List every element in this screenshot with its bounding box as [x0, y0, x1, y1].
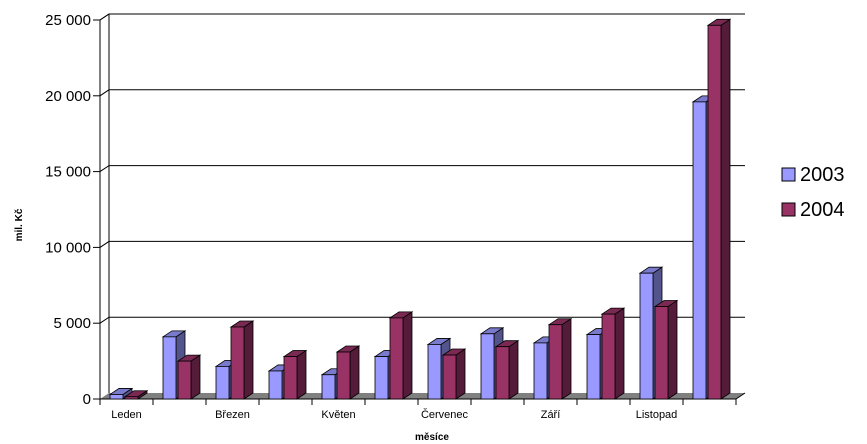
bar-front [495, 346, 510, 400]
bar-front [230, 326, 245, 400]
bar-front [374, 356, 389, 400]
bar-2004 [229, 320, 255, 400]
bar-front [533, 342, 548, 400]
bar-2004 [600, 307, 626, 400]
x-tick-labels: Leden Březen Květen Červenec Září Listopad [111, 408, 677, 421]
y-tick-label: 25 000 [45, 12, 91, 29]
bar-2004 [123, 389, 149, 400]
bar-2004 [335, 345, 361, 400]
legend-item-2003: 2003 [781, 164, 845, 186]
bar-2004 [494, 339, 520, 400]
bar-2004 [176, 354, 202, 400]
y-tick-labels: 0 5 000 10 000 15 000 20 000 25 000 [45, 12, 91, 408]
bar-front [639, 272, 654, 400]
x-tick-label: Září [541, 409, 561, 421]
bar-front [321, 374, 336, 400]
bar-front [389, 317, 404, 400]
y-axis-top-edge [99, 13, 110, 21]
bar-front [109, 394, 124, 400]
bar-2004 [388, 311, 414, 400]
bar-side [243, 320, 254, 400]
bar-front [707, 24, 722, 400]
bar-front [283, 356, 298, 400]
gridline [99, 13, 745, 21]
bar-2004 [706, 18, 732, 400]
bar-side [190, 354, 201, 400]
gridline [99, 240, 745, 248]
x-tick-label: Leden [111, 409, 142, 421]
bar-2004 [441, 348, 467, 400]
gridline [99, 165, 745, 173]
bar-2004 [653, 299, 679, 400]
bar-front [442, 354, 457, 400]
bar-front [586, 334, 601, 400]
bar-front [177, 360, 192, 400]
y-axis-title: mil. Kč [14, 208, 25, 241]
bar-side [296, 349, 307, 400]
bar-side [402, 311, 413, 400]
y-tick-label: 5 000 [53, 315, 91, 332]
bar-side [667, 299, 678, 400]
legend: 2003 2004 [781, 164, 845, 221]
bar-side [614, 307, 625, 400]
x-axis-end-edge [735, 392, 746, 400]
chart-floor [100, 393, 745, 399]
gridline [99, 89, 745, 97]
bar-front [427, 344, 442, 400]
bar-front [654, 306, 669, 400]
legend-label: 2004 [800, 199, 845, 221]
bar-side [720, 18, 731, 400]
x-tick-label: Červenec [421, 408, 469, 421]
legend-swatch [781, 167, 796, 182]
y-tick-label: 15 000 [45, 164, 91, 181]
x-tick-label: Listopad [636, 409, 678, 421]
x-tick-label: Květen [321, 409, 355, 421]
axes [93, 13, 746, 405]
bar-front [692, 101, 707, 400]
y-tick-label: 20 000 [45, 88, 91, 105]
legend-label: 2003 [800, 164, 845, 186]
bar-front [124, 396, 139, 400]
bar-side [349, 345, 360, 400]
bars [108, 18, 732, 400]
legend-swatch [781, 202, 796, 217]
bar-front [336, 351, 351, 400]
bar-side [561, 317, 572, 400]
y-tick-label: 10 000 [45, 239, 91, 256]
chart-floor-plane [100, 393, 745, 399]
bar-front [215, 366, 230, 400]
legend-item-2004: 2004 [781, 199, 845, 221]
bar-front [480, 333, 495, 400]
bar-front [268, 370, 283, 400]
bar-2004 [547, 317, 573, 400]
bar-front [548, 324, 563, 400]
bar-2004 [282, 349, 308, 400]
x-axis-title: měsíce [415, 432, 449, 443]
y-tick-label: 0 [83, 391, 91, 408]
bar-front [162, 336, 177, 400]
bar-side [455, 348, 466, 400]
bar-front [601, 313, 616, 400]
bar-side [508, 339, 519, 400]
x-tick-label: Březen [215, 409, 250, 421]
